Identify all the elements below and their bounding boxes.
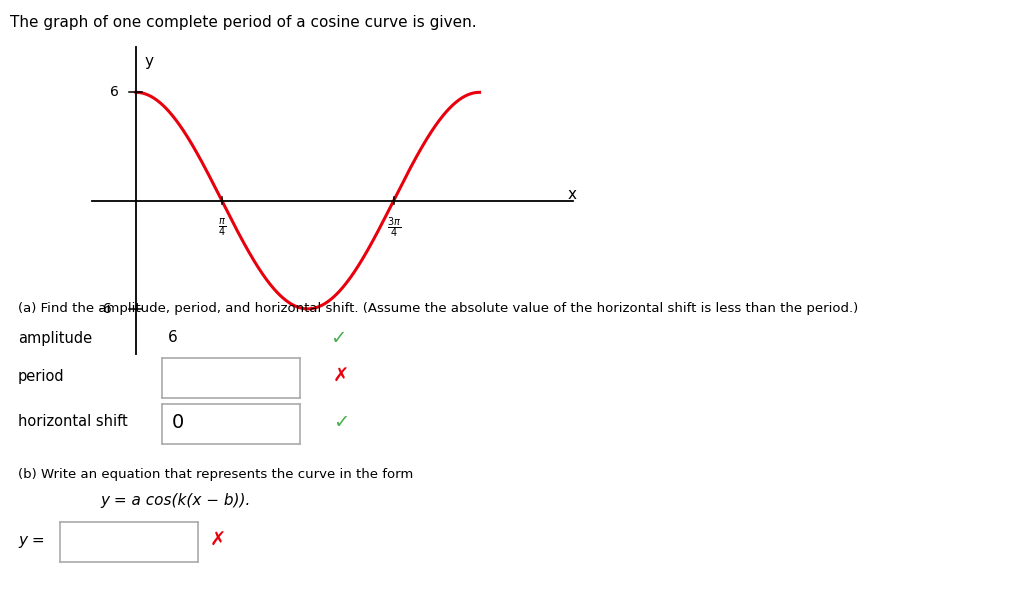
Text: ✓: ✓ xyxy=(333,412,349,431)
Text: amplitude: amplitude xyxy=(18,330,92,346)
Text: 6: 6 xyxy=(168,330,178,346)
Text: $\frac{\pi}{4}$: $\frac{\pi}{4}$ xyxy=(218,216,226,238)
Text: period: period xyxy=(18,369,65,384)
Text: $\frac{3\pi}{4}$: $\frac{3\pi}{4}$ xyxy=(386,216,400,240)
Text: y = a cos(k(x − b)).: y = a cos(k(x − b)). xyxy=(100,493,251,507)
Text: horizontal shift: horizontal shift xyxy=(18,415,128,430)
Text: (a) Find the amplitude, period, and horizontal shift. (Assume the absolute value: (a) Find the amplitude, period, and hori… xyxy=(18,302,858,315)
Text: y: y xyxy=(144,54,154,70)
Text: The graph of one complete period of a cosine curve is given.: The graph of one complete period of a co… xyxy=(10,15,477,30)
Text: 0: 0 xyxy=(172,412,184,431)
Text: (b) Write an equation that represents the curve in the form: (b) Write an equation that represents th… xyxy=(18,468,414,481)
Text: ✗: ✗ xyxy=(333,366,349,385)
Text: y =: y = xyxy=(18,533,45,548)
Text: ✗: ✗ xyxy=(210,530,226,549)
Text: x: x xyxy=(568,187,577,202)
Text: -6: -6 xyxy=(98,302,112,316)
Text: 6: 6 xyxy=(110,86,119,99)
Text: ✓: ✓ xyxy=(330,329,346,348)
